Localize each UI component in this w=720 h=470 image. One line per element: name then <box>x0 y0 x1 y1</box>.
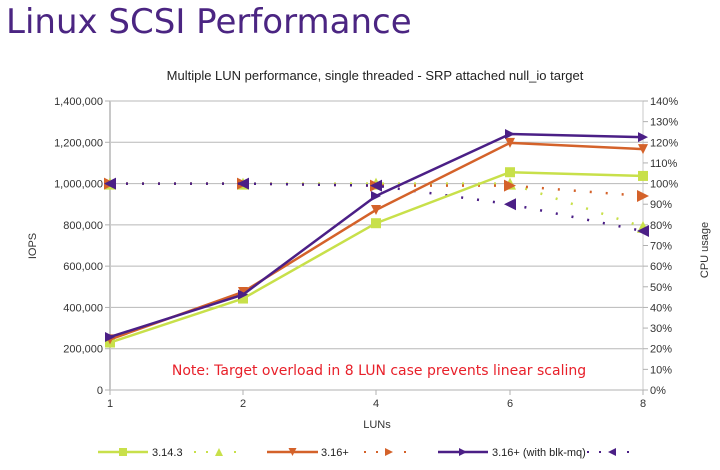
data-point <box>637 225 649 238</box>
data-point <box>104 177 116 190</box>
data-point <box>215 448 223 456</box>
legend-item <box>587 448 629 456</box>
chart-title: Multiple LUN performance, single threade… <box>167 68 584 83</box>
legend-label: 3.16+ <box>321 447 349 459</box>
y2-axis-ticks: 0% 10% 20% 30% 40% 50% 60% 70% 80% 90% 100% 110% 120… <box>643 96 678 397</box>
data-point <box>371 190 381 201</box>
series-3-16-with-blk-mq-cpu <box>104 177 649 238</box>
data-point <box>459 448 467 456</box>
y-tick-label: 1,200,000 <box>54 137 103 149</box>
data-point <box>238 286 248 297</box>
y-tick-label: 400,000 <box>63 302 103 314</box>
y2-tick-label: 140% <box>650 96 678 108</box>
series-line <box>109 141 644 341</box>
data-point <box>288 448 297 456</box>
y2-axis-label: CPU usage <box>699 222 711 278</box>
slide-title: Linux SCSI Performance <box>6 2 412 42</box>
legend: 3.14.3 3.16+ 3.16+ (with blk-mq) <box>98 447 629 459</box>
annotation-note: Note: Target overload in 8 LUN case prev… <box>172 363 586 379</box>
data-point <box>505 129 515 140</box>
y2-tick-label: 80% <box>650 220 672 232</box>
legend-label: 3.14.3 <box>152 447 183 459</box>
y2-tick-label: 50% <box>650 282 672 294</box>
x-tick-label: 1 <box>107 398 113 410</box>
data-point <box>237 177 249 190</box>
y2-tick-label: 0% <box>650 385 666 397</box>
x-tick-label: 6 <box>507 398 513 410</box>
legend-item: 3.16+ (with blk-mq) <box>438 447 586 459</box>
data-point <box>637 189 649 202</box>
y-tick-label: 1,000,000 <box>54 179 103 191</box>
x-tick-label: 8 <box>640 398 646 410</box>
data-point <box>505 167 515 178</box>
data-point <box>504 179 516 192</box>
data-point <box>504 198 516 211</box>
y2-tick-label: 10% <box>650 364 672 376</box>
y2-tick-label: 40% <box>650 302 672 314</box>
data-point <box>238 289 248 300</box>
y-tick-label: 200,000 <box>63 344 103 356</box>
series-3-16-with-blk-mq- <box>105 129 648 342</box>
y2-tick-label: 70% <box>650 241 672 253</box>
y2-tick-label: 110% <box>650 158 678 170</box>
y-tick-label: 800,000 <box>63 220 103 232</box>
data-point <box>371 204 381 215</box>
x-tick-label: 4 <box>373 398 379 410</box>
legend-swatch-dot <box>206 451 208 453</box>
x-axis-ticks: 1 2 4 6 8 <box>107 390 646 410</box>
y2-tick-label: 130% <box>650 117 678 129</box>
y2-tick-label: 90% <box>650 199 672 211</box>
y-axis-ticks: 0 200,000 400,000 600,000 800,000 1,000,000 1,… <box>54 96 110 397</box>
data-point <box>608 448 616 456</box>
y2-tick-label: 120% <box>650 137 678 149</box>
legend-swatch-dot <box>194 451 196 453</box>
legend-swatch-dot <box>376 451 378 453</box>
y2-tick-label: 30% <box>650 323 672 335</box>
y2-tick-label: 20% <box>650 344 672 356</box>
legend-item: 3.16+ <box>267 447 349 459</box>
data-point <box>385 448 393 456</box>
legend-item: 3.14.3 <box>98 447 183 459</box>
x-tick-label: 2 <box>240 398 246 410</box>
series-layer <box>104 129 649 348</box>
data-point <box>505 137 515 148</box>
data-point <box>638 170 648 181</box>
legend-swatch-dot <box>587 451 589 453</box>
data-point <box>238 293 248 304</box>
legend-label: 3.16+ (with blk-mq) <box>492 447 586 459</box>
series-line <box>109 132 644 339</box>
data-point <box>370 179 382 192</box>
y-tick-label: 600,000 <box>63 261 103 273</box>
legend-item <box>364 448 406 456</box>
legend-swatch-dot <box>234 451 236 453</box>
data-point <box>371 218 381 229</box>
y-tick-label: 1,400,000 <box>54 96 103 108</box>
data-point <box>105 331 115 342</box>
y2-tick-label: 100% <box>650 179 678 191</box>
data-point <box>638 144 648 155</box>
legend-item <box>194 448 236 456</box>
legend-swatch-dot <box>627 451 629 453</box>
y-tick-label: 0 <box>97 385 103 397</box>
y2-tick-label: 60% <box>650 261 672 273</box>
legend-swatch-dot <box>404 451 406 453</box>
x-axis-label: LUNs <box>363 419 391 431</box>
data-point <box>119 448 127 456</box>
data-point <box>638 132 648 143</box>
legend-swatch-dot <box>599 451 601 453</box>
y-axis-label: IOPS <box>27 233 39 259</box>
legend-swatch-dot <box>364 451 366 453</box>
